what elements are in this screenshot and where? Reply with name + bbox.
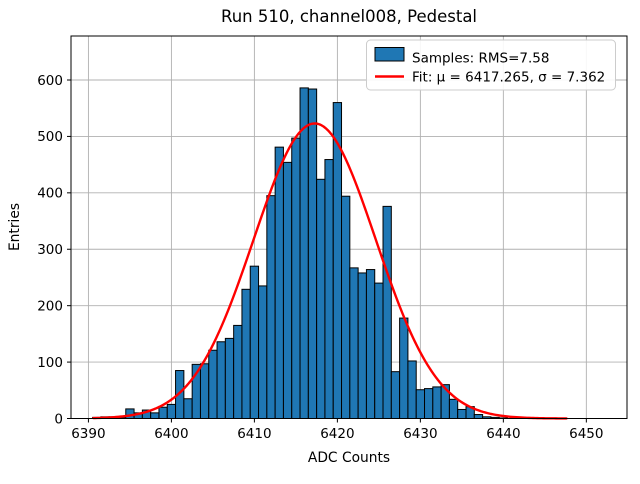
histogram-bar <box>316 178 326 419</box>
y-axis-label: Entries <box>7 203 23 251</box>
x-tick-label: 6420 <box>320 426 354 442</box>
gaussian-fit-layer <box>92 122 568 420</box>
y-tick-label: 600 <box>37 73 63 89</box>
histogram-bar <box>399 317 409 419</box>
y-tick-label: 100 <box>37 355 63 371</box>
legend-box <box>366 39 616 91</box>
histogram-bar <box>199 363 210 419</box>
histogram-bar <box>166 403 177 419</box>
histogram-bar <box>341 195 351 419</box>
tick-labels-layer: 6390 6400 6410 6420 6430 6440 6450 0 100 200 300 40… <box>37 73 603 442</box>
legend-fit-label: Fit: μ = 6417.265, σ = 7.362 <box>412 70 605 86</box>
histogram-bar <box>390 371 401 420</box>
histogram-bar <box>415 389 426 420</box>
histogram-bar <box>382 205 392 419</box>
histogram-bar <box>258 285 268 420</box>
histogram-bar <box>216 341 226 419</box>
plot-border <box>70 35 628 419</box>
histogram-bar <box>241 288 251 419</box>
histogram-bar <box>249 265 260 419</box>
histogram-bar <box>183 398 193 419</box>
legend-samples-label: Samples: RMS=7.58 <box>412 51 549 67</box>
histogram-bar <box>274 146 284 419</box>
histogram-bar <box>266 195 276 419</box>
y-tick-label: 400 <box>37 186 63 202</box>
x-tick-label: 6400 <box>154 426 188 442</box>
x-tick-label: 6450 <box>569 426 603 442</box>
x-tick-label: 6390 <box>71 426 105 442</box>
chart-title: Run 510, channel008, Pedestal <box>221 7 477 26</box>
histogram-bar <box>224 337 235 420</box>
histogram-bar <box>324 159 334 420</box>
x-tick-label: 6410 <box>237 426 271 442</box>
histogram-bar <box>299 87 309 420</box>
x-tick-label: 6440 <box>486 426 520 442</box>
y-tick-label: 300 <box>37 242 63 258</box>
histogram-bar <box>407 360 417 419</box>
axes-layer <box>67 35 628 423</box>
histogram-bar <box>457 408 467 420</box>
histogram-bar <box>158 406 168 420</box>
histogram-bars-layer <box>92 87 509 420</box>
histogram-bar <box>307 88 318 419</box>
histogram-bar <box>150 412 160 419</box>
histogram-bar <box>282 161 293 419</box>
legend: Samples: RMS=7.58 Fit: μ = 6417.265, σ =… <box>366 39 616 91</box>
samples-legend-swatch <box>374 47 405 62</box>
histogram-bar <box>357 272 367 420</box>
y-tick-label: 0 <box>54 411 63 427</box>
histogram-bar <box>291 137 301 420</box>
gaussian-fit-curve <box>92 122 568 420</box>
histogram-bar <box>448 398 459 420</box>
histogram-bar <box>365 269 376 419</box>
y-tick-label: 500 <box>37 129 63 145</box>
histogram-bar <box>473 414 484 419</box>
x-tick-label: 6430 <box>403 426 437 442</box>
y-tick-label: 200 <box>37 299 63 315</box>
histogram-bar <box>432 386 442 420</box>
histogram-bar <box>374 282 384 419</box>
histogram-bar <box>424 388 434 420</box>
x-axis-label: ADC Counts <box>308 450 390 466</box>
histogram-bar <box>233 324 243 419</box>
histogram-bar <box>208 349 218 419</box>
histogram-bar <box>349 267 359 419</box>
